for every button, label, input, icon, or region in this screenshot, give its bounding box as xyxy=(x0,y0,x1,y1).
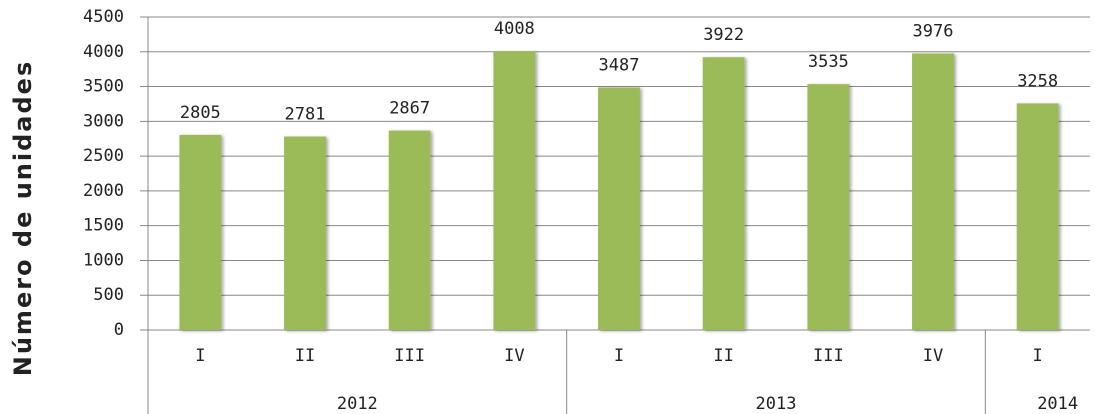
x-tick-label: II xyxy=(713,346,733,366)
bar xyxy=(1016,103,1059,330)
data-label: 3535 xyxy=(808,52,849,72)
data-label: 4008 xyxy=(494,19,535,39)
x-tick-label: IV xyxy=(504,346,524,366)
y-tick-label: 4000 xyxy=(83,42,124,62)
bar xyxy=(702,57,745,330)
data-label: 3976 xyxy=(913,21,954,41)
bar xyxy=(493,51,536,330)
x-tick-label: II xyxy=(295,346,315,366)
y-tick-label: 2500 xyxy=(83,146,124,166)
data-label: 2867 xyxy=(389,99,430,119)
y-tick-label: 2000 xyxy=(83,181,124,201)
group-label: 2012 xyxy=(337,394,378,414)
group-label: 2013 xyxy=(756,394,797,414)
x-tick-label: III xyxy=(813,346,844,366)
data-label: 2805 xyxy=(180,103,221,123)
data-label: 2781 xyxy=(285,105,326,125)
y-tick-label: 0 xyxy=(114,320,124,340)
bar xyxy=(598,87,640,330)
x-tick-label: I xyxy=(614,346,624,366)
data-label: 3922 xyxy=(703,25,744,45)
bar xyxy=(284,136,326,330)
x-tick-label: IV xyxy=(923,346,943,366)
data-label: 3258 xyxy=(1017,71,1058,91)
bar xyxy=(179,134,222,330)
data-label: 3487 xyxy=(599,55,640,75)
y-tick-label: 3000 xyxy=(83,111,124,131)
y-tick-label: 4500 xyxy=(83,7,124,27)
bar xyxy=(912,53,954,330)
bar xyxy=(807,84,850,330)
y-tick-label: 1500 xyxy=(83,216,124,236)
y-axis-title: Número de unidades xyxy=(9,60,37,376)
y-tick-label: 1000 xyxy=(83,250,124,270)
y-tick-label: 500 xyxy=(93,285,124,305)
group-label: 2014 xyxy=(1037,394,1078,414)
x-tick-label: III xyxy=(394,346,425,366)
x-tick-label: I xyxy=(1033,346,1043,366)
bar xyxy=(388,130,431,330)
y-tick-label: 3500 xyxy=(83,77,124,97)
x-tick-label: I xyxy=(195,346,205,366)
